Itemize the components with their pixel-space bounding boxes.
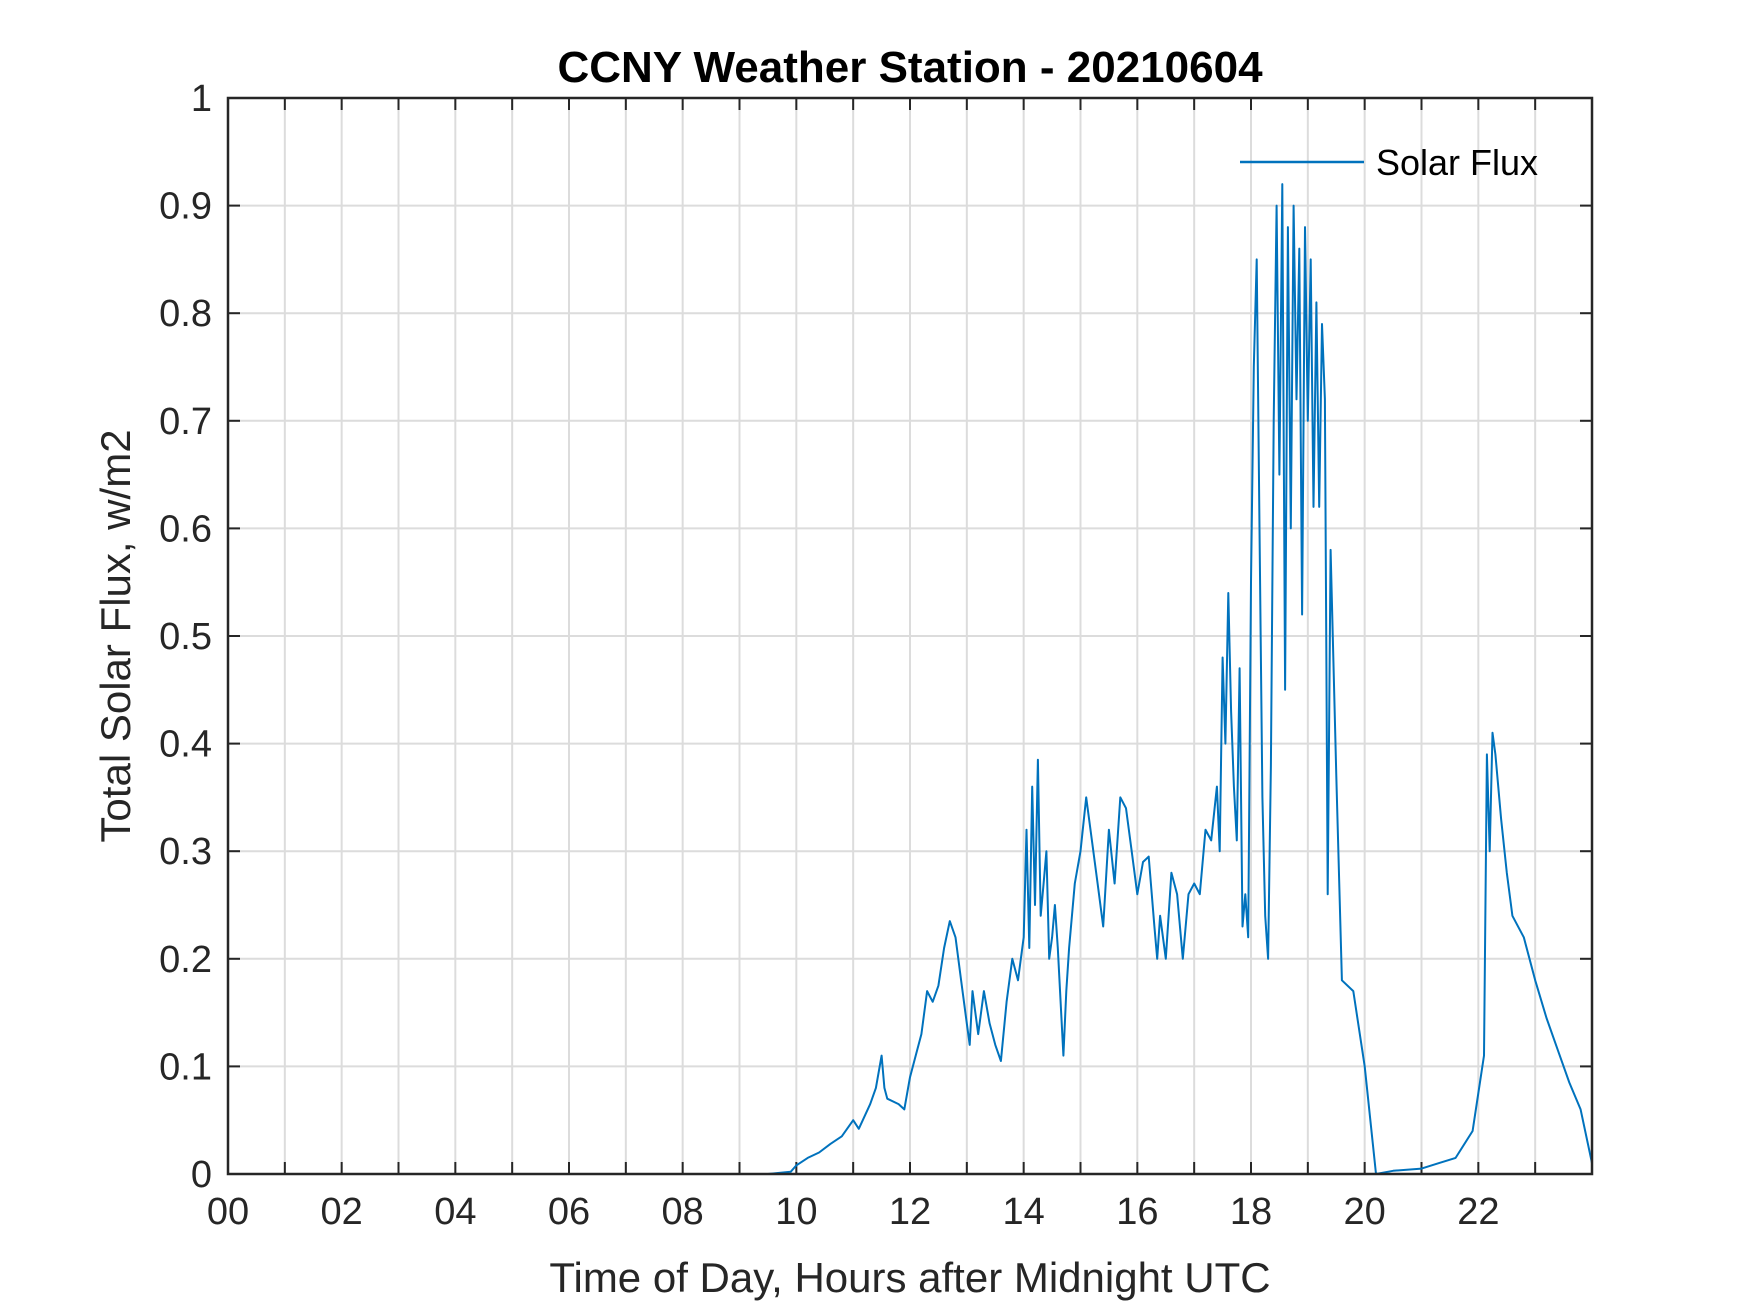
legend: Solar Flux [1240,142,1538,183]
y-tick-label: 0.6 [159,508,212,550]
x-tick-label: 16 [1116,1191,1158,1233]
tick-label-layer: 0 0.1 0.2 0.3 0.4 0.5 0.6 0.7 0.8 0.9 1 00 02 04 06 08 1… [159,78,1499,1233]
axes-frame [226,96,1594,1176]
x-tick-label: 04 [434,1191,476,1233]
x-tick-label: 10 [775,1191,817,1233]
y-tick-label: 0.8 [159,293,212,335]
y-tick-label: 0.3 [159,831,212,873]
y-tick-label: 0.2 [159,939,212,981]
x-tick-label: 12 [889,1191,931,1233]
tick-mark-layer [228,98,1592,1174]
x-axis-label: Time of Day, Hours after Midnight UTC [549,1254,1270,1301]
y-tick-label: 0.7 [159,401,212,443]
x-tick-label: 06 [548,1191,590,1233]
y-tick-label: 0.5 [159,616,212,658]
chart-title: CCNY Weather Station - 20210604 [557,43,1263,92]
legend-label-solar-flux: Solar Flux [1376,142,1538,183]
y-tick-label: 1 [191,78,212,120]
y-tick-label: 0.9 [159,186,212,228]
grid-layer [228,98,1592,1174]
x-tick-label: 00 [207,1191,249,1233]
y-axis-label: Total Solar Flux, w/m2 [92,429,139,842]
y-tick-label: 0.1 [159,1046,212,1088]
series-line-solar-flux [228,183,1593,1175]
y-tick-label: 0 [191,1154,212,1196]
series-layer [228,183,1593,1175]
x-tick-label: 20 [1344,1191,1386,1233]
x-tick-label: 14 [1003,1191,1045,1233]
x-tick-label: 08 [662,1191,704,1233]
x-tick-label: 22 [1457,1191,1499,1233]
x-tick-label: 02 [321,1191,363,1233]
y-tick-label: 0.4 [159,724,212,766]
x-tick-label: 18 [1230,1191,1272,1233]
